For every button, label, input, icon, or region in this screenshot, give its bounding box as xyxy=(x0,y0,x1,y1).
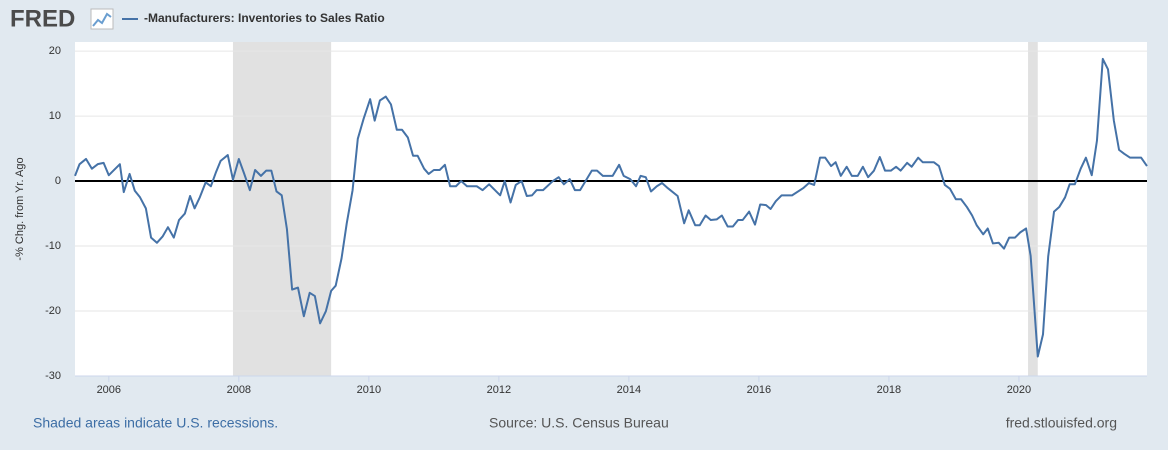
x-tick-label: 2010 xyxy=(357,384,381,396)
y-axis-label: -% Chg. from Yr. Ago xyxy=(14,157,26,260)
logo-icon xyxy=(90,8,114,30)
y-tick-label: 20 xyxy=(49,45,61,57)
series-line xyxy=(74,57,1148,358)
logo: FRED xyxy=(10,5,75,32)
y-tick-label: 10 xyxy=(49,110,61,122)
y-tick-label: -20 xyxy=(45,305,61,317)
x-tick-label: 2008 xyxy=(227,384,251,396)
note-recessions: Shaded areas indicate U.S. recessions. xyxy=(33,415,278,431)
y-tick-label: 0 xyxy=(55,175,61,187)
x-tick-label: 2020 xyxy=(1007,384,1031,396)
x-tick-label: 2016 xyxy=(747,384,771,396)
x-tick-label: 2006 xyxy=(97,384,121,396)
recession-band xyxy=(232,42,332,376)
recession-band xyxy=(1028,42,1038,376)
y-tick-label: -30 xyxy=(45,370,61,382)
note-url: fred.stlouisfed.org xyxy=(1006,415,1117,431)
y-tick-label: -10 xyxy=(45,240,61,252)
x-tick-label: 2018 xyxy=(877,384,901,396)
note-source: Source: U.S. Census Bureau xyxy=(489,415,669,431)
legend-label: -Manufacturers: Inventories to Sales Rat… xyxy=(144,11,385,25)
x-tick-label: 2014 xyxy=(617,384,641,396)
x-tick-label: 2012 xyxy=(487,384,511,396)
